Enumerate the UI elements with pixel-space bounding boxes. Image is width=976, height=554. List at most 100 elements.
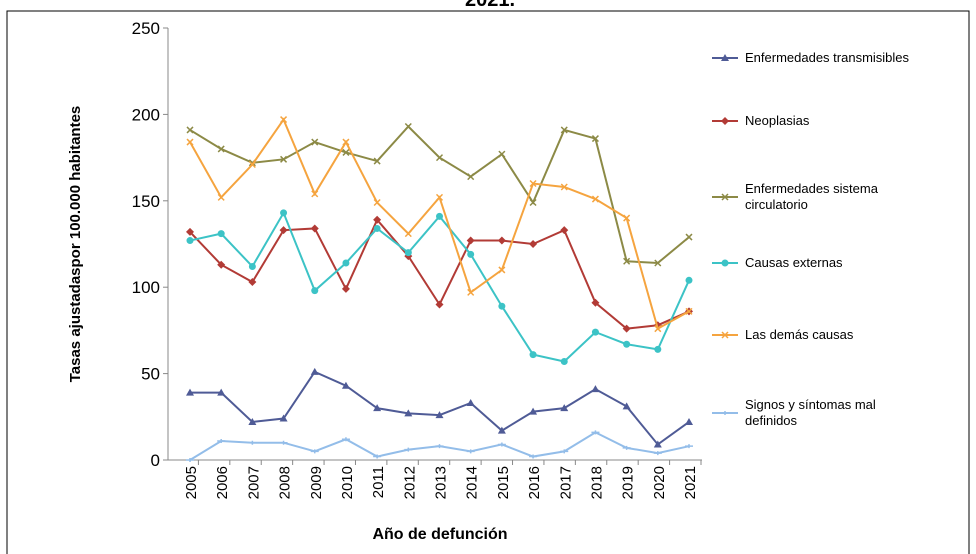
x-tick-label: 2010 <box>339 466 356 499</box>
series-line <box>190 370 690 446</box>
point <box>248 278 257 287</box>
point <box>529 454 538 459</box>
point <box>591 328 599 336</box>
point <box>311 138 319 146</box>
point <box>279 440 288 445</box>
point <box>654 345 662 353</box>
point <box>404 409 413 417</box>
point <box>217 145 225 153</box>
point <box>560 126 568 134</box>
point <box>436 212 443 220</box>
point <box>342 138 350 146</box>
point <box>311 287 319 295</box>
point <box>373 157 381 165</box>
legend-marker <box>721 331 729 339</box>
legend-marker <box>721 411 729 415</box>
point <box>591 385 600 393</box>
point <box>529 240 538 248</box>
point <box>466 398 475 406</box>
point <box>529 179 537 188</box>
point <box>373 224 381 232</box>
x-tick-label: 2018 <box>588 466 605 499</box>
point <box>622 445 631 450</box>
point <box>529 198 537 207</box>
point <box>186 138 194 146</box>
point <box>248 262 256 270</box>
legend-marker <box>721 117 729 125</box>
y-tick-label: 150 <box>132 192 160 211</box>
point <box>498 266 506 274</box>
point <box>685 276 693 284</box>
point <box>217 438 226 443</box>
point <box>685 307 693 315</box>
legend-marker <box>721 54 729 61</box>
x-tick-label: 2008 <box>277 466 294 499</box>
point <box>186 458 194 462</box>
x-tick-label: 2012 <box>401 466 418 499</box>
point <box>217 388 226 396</box>
chart-title: 2021. <box>465 0 515 11</box>
point <box>560 404 569 412</box>
x-tick-label: 2015 <box>495 466 512 499</box>
point <box>498 150 506 158</box>
point <box>217 230 225 238</box>
point <box>279 226 288 235</box>
point <box>186 237 194 245</box>
point <box>404 230 412 238</box>
point <box>654 259 662 267</box>
point <box>341 381 350 389</box>
point <box>685 417 693 425</box>
point <box>622 402 631 410</box>
point <box>435 300 444 309</box>
legend-marker <box>721 193 729 201</box>
point <box>466 236 475 245</box>
point <box>310 449 319 454</box>
x-tick-label: 2005 <box>183 466 200 499</box>
point <box>373 198 381 207</box>
point <box>341 284 350 293</box>
point <box>591 430 600 435</box>
x-tick-label: 2006 <box>214 466 231 499</box>
point <box>435 154 444 162</box>
point <box>186 126 194 134</box>
legend-label: Enfermedades sistema circulatorio <box>745 181 878 212</box>
point <box>248 160 256 169</box>
point <box>404 122 412 131</box>
x-tick-label: 2016 <box>526 466 543 499</box>
point <box>279 414 288 422</box>
point <box>497 442 506 447</box>
point <box>529 351 537 359</box>
point <box>591 298 600 307</box>
point <box>653 451 662 456</box>
point <box>280 116 288 124</box>
point <box>373 215 382 224</box>
point <box>497 426 506 434</box>
legend-label: Signos y síntomas mal definidos <box>745 397 876 428</box>
point <box>466 449 475 454</box>
x-tick-label: 2020 <box>651 466 668 499</box>
point <box>186 227 194 236</box>
y-tick-label: 100 <box>132 278 160 297</box>
point <box>623 257 631 265</box>
legend-label: Enfermedades transmisibles <box>745 50 910 65</box>
series-line <box>189 117 690 331</box>
point <box>186 388 194 396</box>
point <box>467 250 475 258</box>
point <box>467 173 475 181</box>
point <box>560 226 569 235</box>
point <box>280 155 288 163</box>
point <box>373 404 382 412</box>
legend-label: Causas externas <box>745 255 843 270</box>
point <box>435 193 444 201</box>
point <box>560 449 569 454</box>
point <box>248 417 257 425</box>
point <box>404 447 413 452</box>
point <box>529 407 538 415</box>
point <box>310 224 319 233</box>
point <box>217 260 226 269</box>
point <box>591 195 599 203</box>
series-line <box>189 217 690 330</box>
x-tick-label: 2011 <box>370 466 387 498</box>
